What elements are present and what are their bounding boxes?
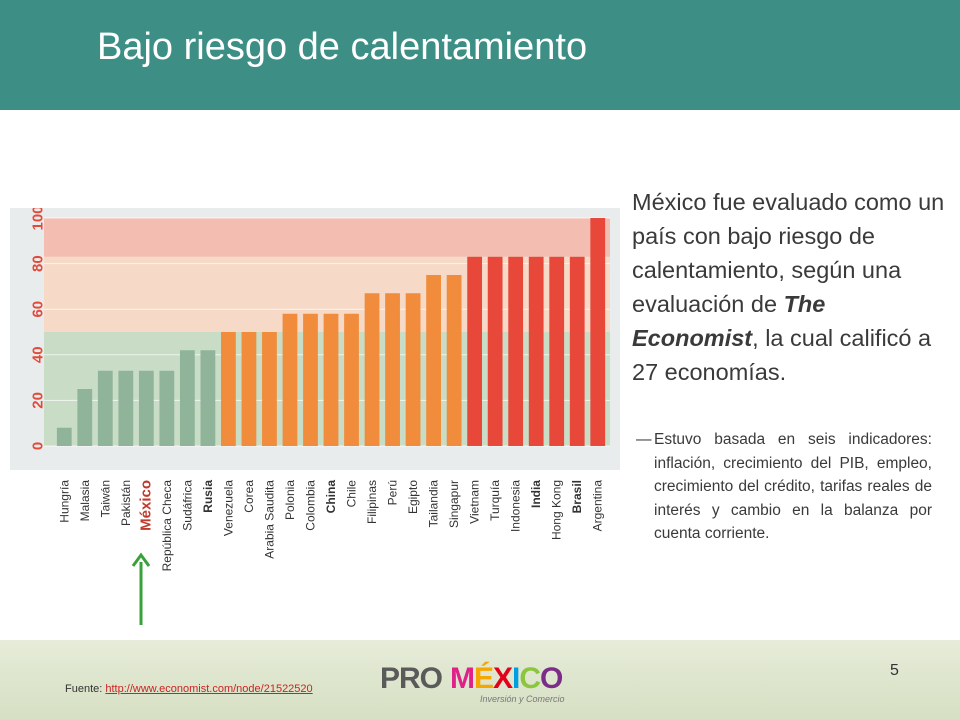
bar xyxy=(221,332,236,446)
bar xyxy=(241,332,257,446)
category-label: Hong Kong xyxy=(550,480,564,540)
page-title: Bajo riesgo de calentamiento xyxy=(97,26,588,68)
bar xyxy=(77,389,93,446)
category-label: Filipinas xyxy=(365,480,379,524)
category-label: Sudáfrica xyxy=(180,480,194,531)
y-tick-label: 0 xyxy=(30,442,47,450)
category-label: Corea xyxy=(242,480,256,513)
category-label: Perú xyxy=(386,480,400,505)
bar xyxy=(590,218,606,446)
logo-letter: I xyxy=(512,662,520,695)
bullet-text: Estuvo basada en seis indicadores: infla… xyxy=(654,431,932,542)
bar xyxy=(262,332,277,446)
bar xyxy=(282,313,298,446)
logo-letter: X xyxy=(493,662,513,695)
bar xyxy=(508,256,524,446)
category-label: Argentina xyxy=(591,480,605,532)
main-statement: México fue evaluado como un país con baj… xyxy=(632,185,952,389)
bar xyxy=(426,275,441,446)
bar xyxy=(138,370,154,446)
bar xyxy=(405,293,421,446)
bar xyxy=(56,427,72,446)
bar xyxy=(303,313,318,446)
bar xyxy=(549,256,565,446)
category-label: Polonia xyxy=(283,480,297,520)
risk-band-high xyxy=(44,218,610,257)
category-label: Egipto xyxy=(406,480,420,514)
header-bar: Bajo riesgo de calentamiento xyxy=(0,0,960,110)
category-label: Colombia xyxy=(303,480,317,531)
category-label: Arabia Saudita xyxy=(262,480,276,559)
bar xyxy=(467,256,483,446)
risk-bar-chart: 0 20 40 60 80 100 xyxy=(10,205,620,470)
y-tick-label: 80 xyxy=(30,255,47,272)
category-label: Chile xyxy=(345,480,359,508)
bar xyxy=(385,293,400,446)
logo-letter: É xyxy=(474,662,494,695)
bar xyxy=(364,293,380,446)
main-text-part2: , la cual calificó a 27 economías. xyxy=(632,325,932,385)
page-number: 5 xyxy=(890,662,899,679)
logo-pro-text: PRO xyxy=(380,662,443,695)
source-note: Fuente: http://www.economist.com/node/21… xyxy=(65,683,313,695)
y-tick-label: 60 xyxy=(30,301,47,318)
category-label: República Checa xyxy=(160,480,174,572)
bar xyxy=(200,350,216,446)
y-tick-label: 40 xyxy=(30,346,47,363)
promexico-logo: PRO MÉXICO Inversión y Comercio xyxy=(380,660,580,710)
logo-letter: M xyxy=(450,662,475,695)
category-label: México xyxy=(137,480,154,531)
bar xyxy=(446,275,462,446)
category-label: China xyxy=(324,480,338,514)
category-label: Indonesia xyxy=(509,480,523,532)
y-tick-label: 100 xyxy=(30,208,47,231)
category-label: Tailandia xyxy=(427,480,441,528)
logo-mexico-text: MÉXICO xyxy=(450,662,563,696)
main-text-emphasis: The Economist xyxy=(632,291,826,351)
logo-subtitle: Inversión y Comercio xyxy=(480,694,565,704)
category-label: Taiwán xyxy=(98,480,112,517)
bar xyxy=(179,350,195,446)
bullet-point: — Estuvo basada en seis indicadores: inf… xyxy=(636,428,932,546)
bar xyxy=(528,256,544,446)
category-label: Singapur xyxy=(447,480,461,528)
logo-letter: C xyxy=(519,662,541,695)
bar xyxy=(344,313,359,446)
category-label: Rusia xyxy=(201,480,215,513)
bar xyxy=(569,256,585,446)
footer-bar xyxy=(0,640,960,720)
bar xyxy=(323,313,339,446)
source-label: Fuente: xyxy=(65,683,106,695)
main-text-part1: México fue evaluado como un país con baj… xyxy=(632,189,945,317)
category-labels: Hungría Malasia Taiwán Pakistán México Repúbl… xyxy=(57,480,605,572)
category-label: Turquía xyxy=(488,480,502,521)
category-label: Pakistán xyxy=(119,480,133,526)
source-link[interactable]: http://www.economist.com/node/21522520 xyxy=(105,683,313,695)
arrow-up-icon xyxy=(131,552,151,625)
category-label: Brasil xyxy=(570,480,584,513)
bar xyxy=(487,256,503,446)
category-label: Malasia xyxy=(78,480,92,522)
bar xyxy=(118,370,134,446)
category-label: Venezuela xyxy=(221,480,235,536)
category-label: Hungría xyxy=(57,480,71,523)
chart-svg: 0 20 40 60 80 100 xyxy=(10,205,620,470)
category-label: Vietnam xyxy=(468,480,482,524)
bullet-dash: — xyxy=(636,431,652,448)
bar xyxy=(97,370,113,446)
category-label: India xyxy=(529,480,543,508)
y-tick-label: 20 xyxy=(30,392,47,409)
bar xyxy=(159,370,175,446)
logo-letter: O xyxy=(540,662,563,695)
